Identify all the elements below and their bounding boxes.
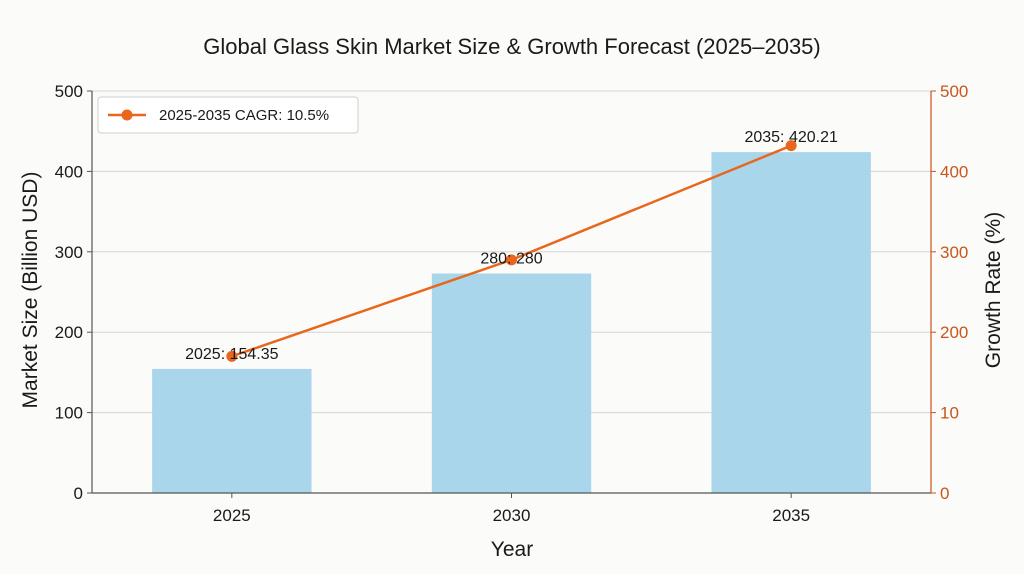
- bars: [152, 152, 871, 493]
- right-tick-label: 10: [940, 404, 959, 423]
- chart-title: Global Glass Skin Market Size & Growth F…: [203, 34, 821, 59]
- left-tick-label: 0: [74, 484, 83, 503]
- growth-line-series: [226, 140, 797, 362]
- bar-data-label: 280: 280: [480, 251, 542, 268]
- growth-point: [785, 140, 797, 152]
- y2-axis-label: Growth Rate (%): [982, 212, 1005, 368]
- bar-data-label: 2025: 154.35: [185, 346, 279, 363]
- x-tick-label: 2025: [213, 506, 251, 525]
- left-axis-ticks: 0 100 200 300 400 500: [55, 82, 92, 503]
- x-axis-label: Year: [491, 538, 533, 561]
- bar: [711, 152, 871, 493]
- bar: [152, 368, 312, 493]
- left-tick-label: 200: [55, 323, 83, 342]
- right-tick-label: 300: [940, 243, 968, 262]
- growth-point: [226, 350, 238, 362]
- legend-box: [97, 96, 359, 134]
- bar-data-label: 2035: 420.21: [744, 129, 838, 146]
- right-tick-label: 0: [940, 484, 949, 503]
- left-tick-label: 300: [55, 243, 83, 262]
- data-labels: 2025: 154.35 280: 280 2035: 420.21: [185, 129, 838, 363]
- legend-entry: 2025-2035 CAGR: 10.5%: [159, 107, 329, 124]
- bar: [431, 273, 592, 493]
- y-axis-label: Market Size (Billion USD): [19, 172, 42, 409]
- left-tick-label: 400: [55, 162, 83, 181]
- x-tick-label: 2030: [493, 506, 531, 525]
- right-tick-label: 500: [940, 82, 968, 101]
- x-axis-ticks: 2025 2030 2035: [213, 493, 810, 525]
- right-tick-label: 200: [940, 323, 968, 342]
- left-tick-label: 100: [55, 404, 83, 423]
- growth-point: [506, 254, 517, 266]
- left-tick-label: 500: [55, 82, 83, 101]
- x-tick-label: 2035: [772, 506, 810, 525]
- right-tick-label: 400: [940, 162, 968, 181]
- legend: 2025-2035 CAGR: 10.5%: [97, 96, 359, 134]
- legend-marker: [121, 109, 133, 121]
- right-axis-ticks: 0 10 200 300 400 500: [931, 82, 968, 503]
